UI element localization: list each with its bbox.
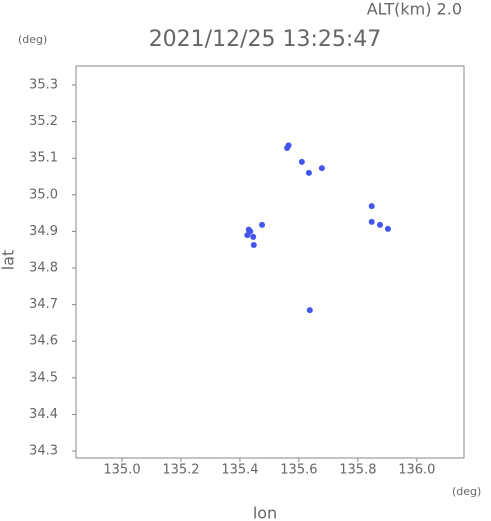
- x-axis-label: lon: [253, 504, 277, 521]
- y-tick-label: 34.4: [29, 407, 58, 422]
- y-tick-label: 34.3: [29, 444, 58, 459]
- echo: [285, 142, 292, 149]
- echo: [318, 165, 325, 172]
- echo: [384, 225, 391, 232]
- y-tick-label: 35.1: [29, 151, 58, 166]
- echo: [376, 221, 383, 228]
- y-tick-label: 35.2: [29, 114, 58, 129]
- x-unit: (deg): [452, 485, 481, 498]
- x-tick-label: 135.0: [103, 463, 140, 478]
- echo: [250, 241, 257, 248]
- y-tick-label: 35.0: [29, 187, 58, 202]
- y-unit: (deg): [18, 33, 47, 46]
- echo: [306, 307, 313, 314]
- echo: [368, 203, 375, 210]
- y-tick-label: 34.5: [29, 370, 58, 385]
- x-tick-label: 135.8: [339, 463, 376, 478]
- x-tick-label: 135.4: [221, 463, 258, 478]
- y-tick-label: 34.8: [29, 261, 58, 276]
- echo: [245, 226, 252, 233]
- y-tick-label: 34.9: [29, 224, 58, 239]
- echo: [305, 169, 312, 176]
- y-tick-label: 35.3: [29, 78, 58, 93]
- y-axis-label: lat: [0, 250, 18, 271]
- x-tick-label: 136.0: [398, 463, 435, 478]
- x-tick-label: 135.2: [162, 463, 199, 478]
- echo: [298, 158, 305, 165]
- y-tick-label: 34.6: [29, 334, 58, 349]
- echo: [259, 221, 266, 228]
- plot-frame: [75, 65, 465, 459]
- x-tick-label: 135.6: [280, 463, 317, 478]
- echo: [368, 218, 375, 225]
- y-tick-label: 34.7: [29, 297, 58, 312]
- echo: [250, 233, 257, 240]
- altitude: ALT(km) 2.0: [367, 0, 462, 19]
- chart-title: 2021/12/25 13:25:47: [149, 27, 382, 52]
